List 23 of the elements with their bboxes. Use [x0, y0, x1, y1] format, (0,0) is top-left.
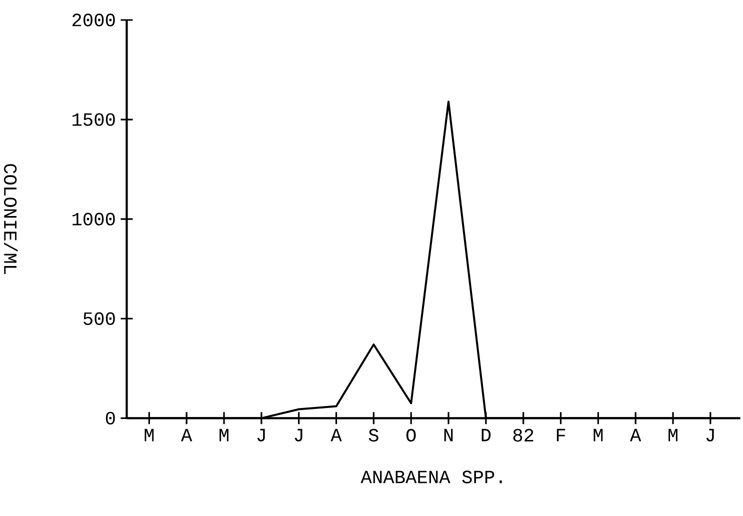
x-axis-title: ANABAENA SPP. [360, 470, 502, 484]
y-tick-label: 0 [106, 412, 115, 424]
y-tick-label: 2000 [72, 14, 115, 26]
x-tick-label: J [706, 428, 714, 442]
x-tick-label: D [482, 428, 491, 442]
x-tick-label: A [180, 428, 192, 442]
x-tick-label: A [630, 428, 642, 442]
x-tick-label: A [330, 428, 342, 442]
x-tick-label: M [668, 428, 678, 442]
x-tick-label: J [294, 428, 302, 442]
x-tick-label: S [368, 428, 378, 442]
x-tick-label: F [556, 428, 566, 442]
x-tick-label: M [594, 428, 603, 442]
x-tick-label: N [444, 428, 453, 442]
x-tick-label: M [220, 428, 228, 442]
y-axis-title: COLONIE/ML [4, 164, 18, 274]
x-tick-label: 82 [513, 428, 534, 442]
y-tick-label: 500 [84, 312, 115, 325]
x-tick-label: M [144, 428, 154, 442]
y-tick-label: 1000 [72, 212, 115, 226]
x-tick-label: O [406, 428, 416, 442]
x-tick-label: J [257, 428, 265, 442]
y-tick-label: 1500 [72, 113, 115, 126]
